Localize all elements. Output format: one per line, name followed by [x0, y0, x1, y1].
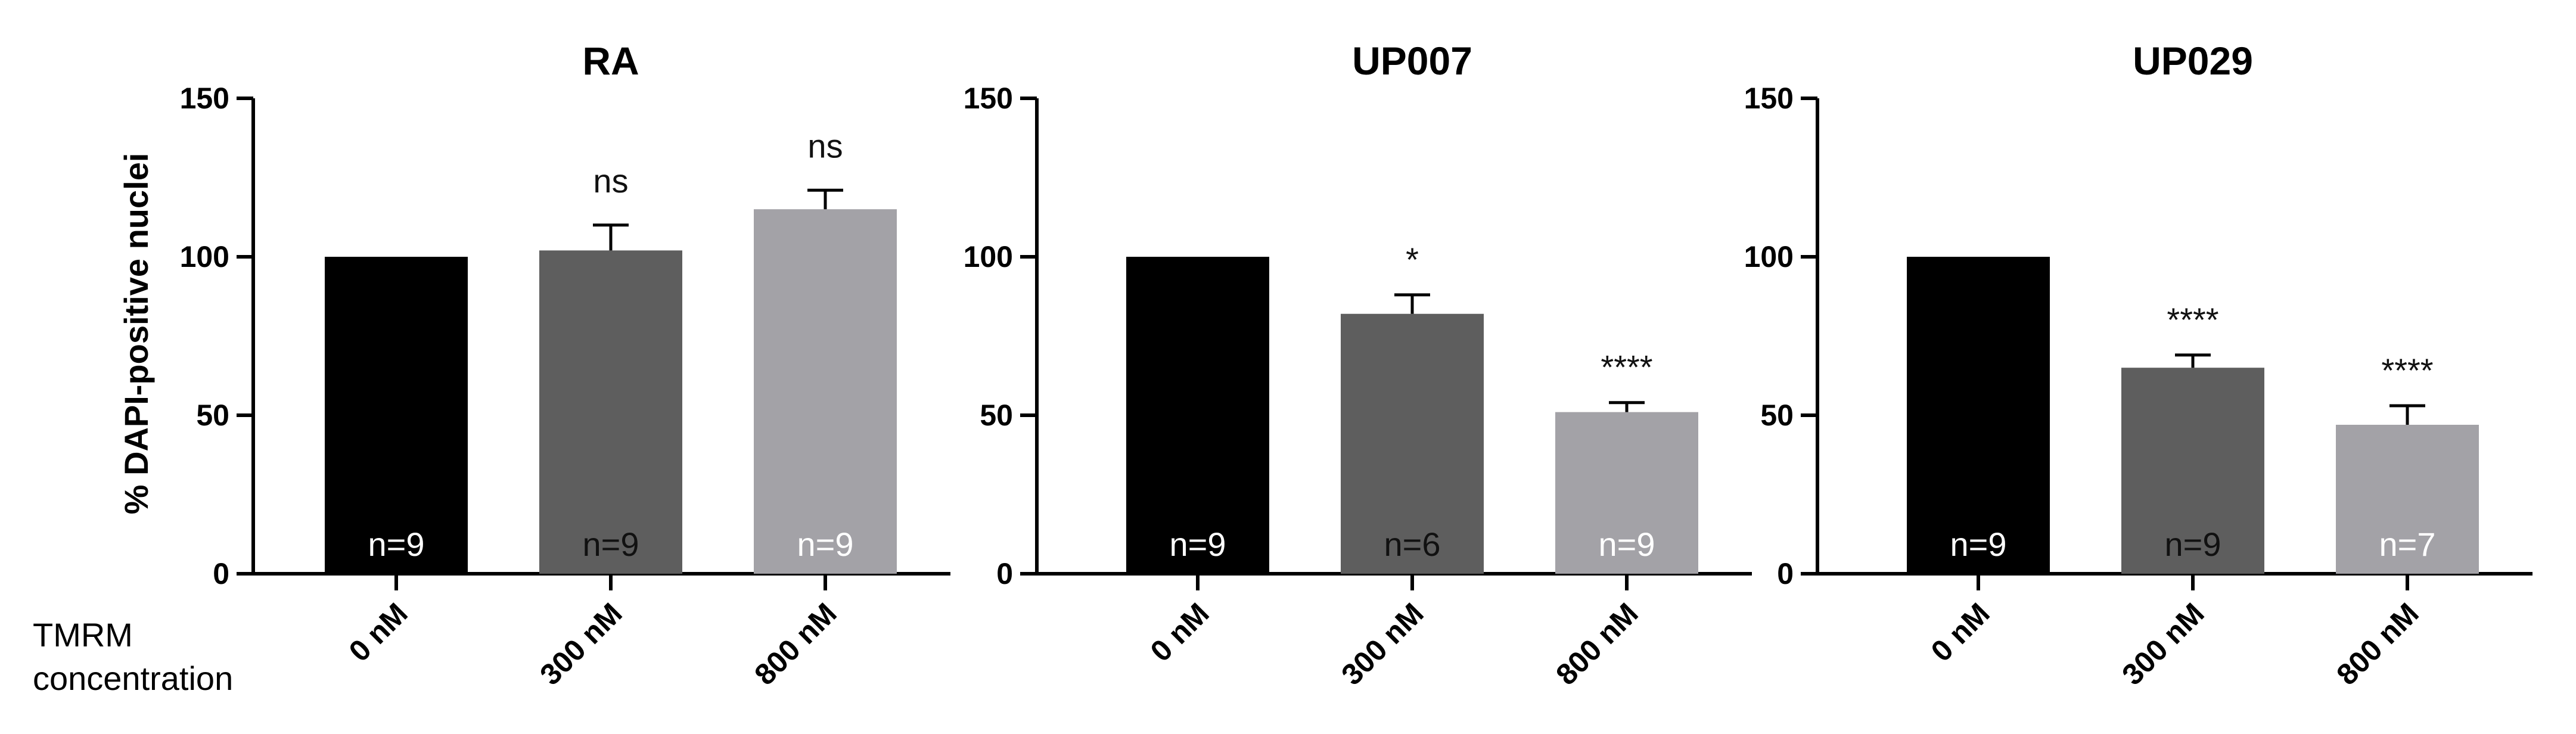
y-tick-label: 100: [180, 240, 229, 273]
x-tick-label: 800 nM: [2330, 596, 2425, 691]
x-axis-label-line1: TMRM: [33, 616, 133, 654]
significance-label: ns: [593, 162, 628, 200]
bar: [325, 257, 468, 574]
sample-size-label: n=9: [1170, 525, 1226, 563]
sample-size-label: n=9: [1599, 525, 1655, 563]
significance-label: ****: [2381, 352, 2433, 389]
x-tick-label: 300 nM: [2115, 596, 2210, 691]
y-tick-label: 0: [1777, 557, 1794, 590]
significance-label: ns: [807, 127, 843, 164]
chart-title: UP007: [1352, 39, 1472, 83]
x-tick-label: 0 nM: [1144, 596, 1216, 668]
bar: [754, 209, 897, 574]
y-tick-label: 150: [180, 82, 229, 115]
sample-size-label: n=9: [2165, 525, 2221, 563]
sample-size-label: n=9: [583, 525, 639, 563]
y-tick-label: 100: [1744, 240, 1794, 273]
y-tick-label: 50: [980, 399, 1013, 432]
x-tick-label: 800 nM: [1549, 596, 1644, 691]
y-tick-label: 50: [1760, 399, 1794, 432]
bar: [1341, 313, 1484, 574]
bar: [1907, 257, 2050, 574]
chart-title: UP029: [2133, 39, 2253, 83]
significance-label: *: [1406, 241, 1419, 278]
y-tick-label: 100: [964, 240, 1013, 273]
sample-size-label: n=6: [1384, 525, 1441, 563]
y-tick-label: 50: [196, 399, 229, 432]
bar: [1555, 412, 1698, 574]
bar: [539, 250, 682, 574]
chart-panel-3: UP029 0 50 100 150 n=9 0 nM **** n=9 300 nM **** n=…: [1744, 39, 2533, 692]
y-tick-label: 150: [1744, 82, 1794, 115]
sample-size-label: n=7: [2379, 525, 2436, 563]
bar: [2336, 424, 2479, 574]
chart-panel-2: UP007 0 50 100 150 n=9 0 nM * n=6 300 nM **** n=9 80…: [964, 39, 1752, 692]
significance-label: ****: [2167, 301, 2218, 338]
sample-size-label: n=9: [368, 525, 425, 563]
sample-size-label: n=9: [797, 525, 854, 563]
y-tick-label: 150: [964, 82, 1013, 115]
x-axis-label-line2: concentration: [33, 660, 233, 697]
y-axis-label: % DAPI-positive nuclei: [117, 153, 155, 515]
sample-size-label: n=9: [1950, 525, 2007, 563]
x-tick-label: 300 nM: [533, 596, 628, 691]
chart-panel-1: RA 0 50 100 150 n=9 0 nM ns n=9 300 nM ns n=9 800 nM: [180, 39, 950, 692]
y-tick-label: 0: [213, 557, 229, 590]
x-tick-label: 300 nM: [1335, 596, 1430, 691]
significance-label: ****: [1601, 349, 1652, 386]
x-tick-label: 0 nM: [343, 596, 414, 668]
bar: [1126, 257, 1269, 574]
x-tick-label: 0 nM: [1925, 596, 1996, 668]
x-tick-label: 800 nM: [748, 596, 843, 691]
bar: [2121, 368, 2264, 574]
y-tick-label: 0: [996, 557, 1013, 590]
chart-title: RA: [582, 39, 639, 83]
